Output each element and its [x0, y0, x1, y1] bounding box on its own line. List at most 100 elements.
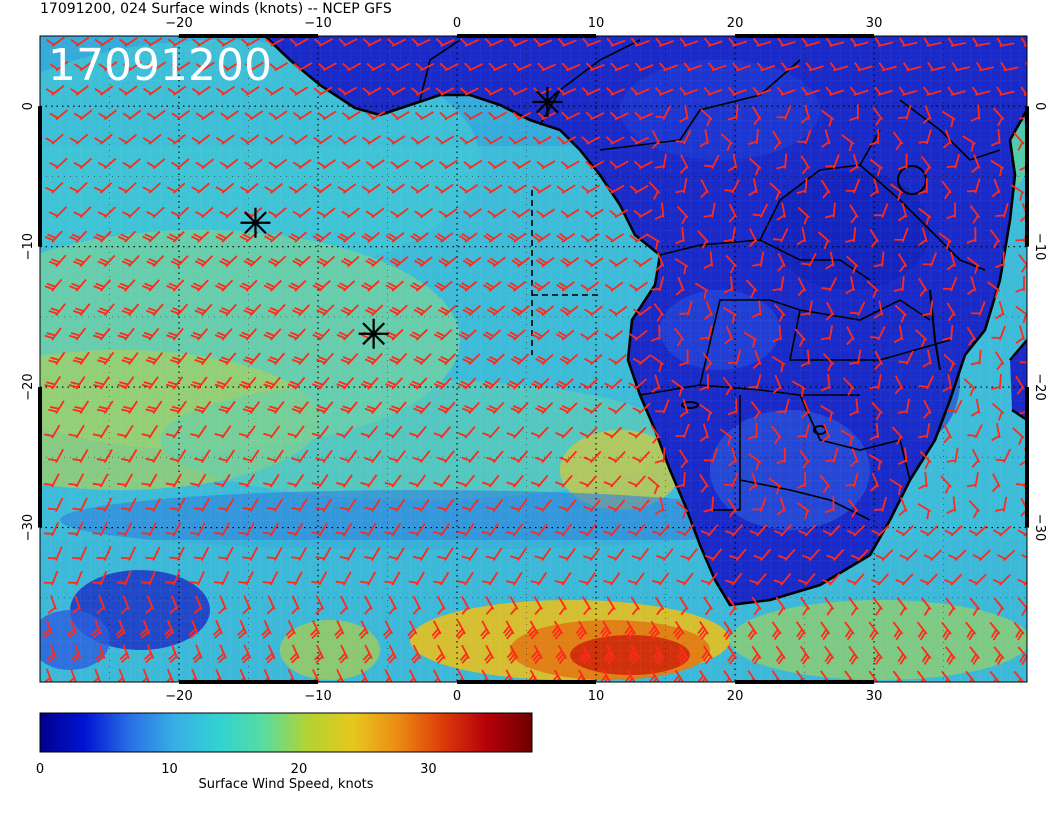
wind-barb — [655, 252, 665, 272]
wind-barb — [772, 324, 782, 343]
wind-barb — [650, 424, 661, 444]
wind-barb — [822, 573, 841, 586]
wind-barb — [869, 129, 880, 146]
colorbar-bar — [39, 712, 533, 753]
wind-barb — [727, 645, 738, 665]
wind-barb — [96, 449, 113, 463]
wind-barb — [482, 329, 502, 341]
wind-barb — [47, 595, 57, 614]
wind-barb — [94, 36, 114, 47]
wind-barb — [994, 251, 1005, 269]
wind-barb — [413, 353, 432, 366]
wind-barb — [845, 226, 857, 243]
wind-barb — [703, 496, 715, 513]
wind-barb — [940, 475, 952, 494]
wind-barb — [313, 644, 325, 664]
wind-barb — [483, 184, 503, 194]
wind-barb — [287, 376, 306, 390]
wind-barb — [412, 595, 422, 615]
wind-barb — [511, 208, 531, 219]
wind-barb — [335, 522, 353, 537]
wind-barb — [238, 473, 256, 488]
wind-barb — [365, 159, 385, 170]
wind-barb — [923, 549, 943, 562]
wind-barb — [651, 276, 665, 292]
wind-barb — [171, 61, 191, 72]
wind-barb — [364, 401, 383, 415]
wind-barb — [98, 109, 117, 121]
wind-barb — [313, 183, 332, 194]
wind-barb — [679, 104, 689, 123]
wind-barb — [825, 447, 839, 463]
wind-barb — [143, 37, 163, 47]
wind-barb — [608, 402, 627, 415]
wind-barb — [727, 596, 738, 616]
asterisk-marker-icon — [240, 207, 271, 238]
wind-barb — [947, 37, 966, 47]
wind-barb — [362, 38, 382, 47]
wind-barb — [292, 158, 312, 170]
wind-barb — [943, 424, 952, 444]
wind-barb — [654, 202, 665, 221]
wind-barb — [603, 426, 623, 439]
wind-barb — [728, 37, 747, 47]
wind-barb — [168, 644, 179, 664]
wind-barb — [583, 353, 603, 366]
wind-barb — [608, 305, 628, 317]
wind-barb — [583, 450, 602, 464]
wind-barb — [170, 206, 190, 219]
wind-barb — [45, 85, 65, 96]
wind-barb — [678, 449, 689, 469]
wind-barb — [797, 277, 807, 297]
wind-barb — [699, 129, 709, 148]
wind-barb — [311, 571, 328, 586]
wind-barb — [724, 325, 734, 345]
wind-barb — [651, 572, 670, 586]
wind-barb — [751, 106, 762, 126]
wind-barb — [704, 548, 723, 562]
wind-barb — [749, 572, 767, 586]
wind-barb — [679, 37, 699, 47]
scale-bar-top — [457, 34, 597, 38]
wind-barb — [825, 154, 840, 169]
wind-barb — [145, 400, 163, 415]
wind-barb — [898, 86, 918, 96]
wind-barb — [165, 376, 184, 390]
wind-barb — [555, 426, 574, 439]
wind-barb — [821, 277, 837, 292]
wind-barb — [338, 86, 357, 96]
wind-barb — [386, 86, 406, 96]
wind-barb — [916, 670, 928, 682]
wind-barb — [702, 352, 713, 371]
wind-barb — [966, 256, 980, 275]
wind-barb — [703, 202, 716, 218]
wind-barb — [117, 230, 137, 243]
wind-barb — [748, 178, 758, 197]
wind-barb — [487, 159, 507, 170]
wind-barb — [918, 178, 928, 195]
wind-barb — [824, 596, 835, 616]
wind-barb — [244, 158, 263, 170]
wind-barb — [146, 109, 166, 121]
wind-barb — [188, 619, 199, 639]
wind-barb — [800, 104, 811, 124]
wind-barb — [311, 522, 328, 537]
wind-barb — [73, 206, 92, 219]
wind-barb — [1013, 670, 1025, 682]
wind-barb — [1018, 253, 1027, 273]
wind-barb — [535, 305, 555, 317]
wind-barb — [218, 498, 235, 512]
wind-barb — [414, 159, 434, 170]
wind-barb — [607, 450, 626, 464]
wind-barb — [1015, 305, 1027, 324]
scale-bar-right — [1025, 106, 1029, 247]
lon-tick-label-top: 30 — [866, 16, 883, 31]
wind-barb — [194, 303, 213, 317]
wind-barb — [991, 402, 1005, 421]
wind-barb — [969, 597, 981, 616]
wind-barb — [165, 473, 182, 488]
wind-barb — [68, 473, 85, 488]
wind-barb — [773, 524, 792, 537]
wind-barb — [748, 452, 762, 471]
wind-barb — [971, 448, 981, 468]
